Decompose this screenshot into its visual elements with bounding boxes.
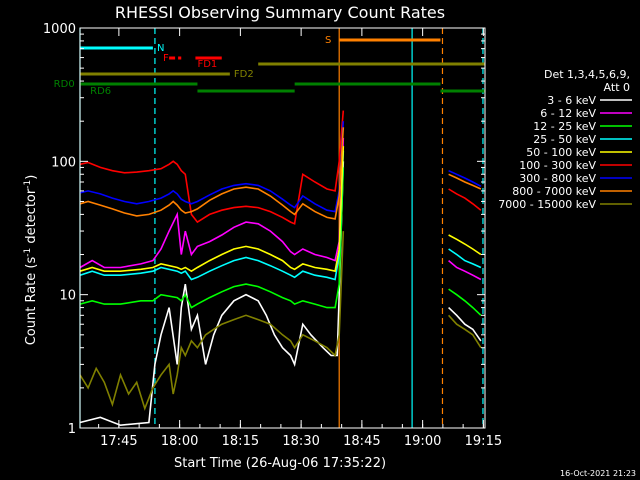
x-tick-label: 18:45 [343, 434, 380, 449]
series-line [79, 167, 345, 309]
series-line [79, 137, 345, 269]
legend-label: 300 - 800 keV [519, 172, 596, 185]
flag-label: RD0 [54, 79, 75, 90]
x-tick-label: 19:15 [465, 434, 502, 449]
x-tick-label: 18:15 [222, 434, 259, 449]
legend-label: 100 - 300 keV [519, 159, 596, 172]
legend-label: 3 - 6 keV [547, 94, 596, 107]
flag-label: FD1 [197, 59, 217, 70]
x-tick-label: 18:30 [282, 434, 319, 449]
series-tail-line [448, 234, 482, 256]
legend-header-2: Att 0 [604, 81, 630, 94]
series-line [79, 161, 345, 427]
x-tick-label: 18:00 [161, 434, 198, 449]
series-tail-line [448, 169, 482, 188]
legend-label: 6 - 12 keV [540, 107, 596, 120]
legend-label: 50 - 100 keV [526, 146, 596, 159]
series-line [79, 121, 345, 213]
series-tail-line [448, 314, 482, 349]
y-tick-label: 1000 [43, 22, 76, 37]
series-tail-line [448, 248, 482, 269]
y-axis-label: Count Rate (s-1 detector-1) [23, 175, 39, 346]
y-tick-label: 1 [68, 422, 76, 437]
chart-title: RHESSI Observing Summary Count Rates [115, 3, 445, 22]
series-tail-line [448, 188, 482, 211]
legend-header-1: Det 1,3,4,5,6,9, [544, 68, 630, 81]
flag-label: F [163, 53, 169, 64]
x-tick-label: 19:00 [404, 434, 441, 449]
series-tail-line [448, 307, 482, 342]
x-tick-label: 17:45 [100, 434, 137, 449]
series-line [79, 150, 345, 281]
legend-label: 7000 - 15000 keV [498, 198, 596, 211]
plot-frame [79, 27, 486, 429]
series-tail-line [448, 259, 482, 281]
flag-label: N [157, 43, 164, 54]
flag-label: RD6 [90, 86, 111, 97]
series-tail-line [448, 173, 482, 190]
legend-label: 12 - 25 keV [533, 120, 596, 133]
legend-label: 800 - 7000 keV [512, 185, 596, 198]
y-tick-label: 10 [59, 289, 76, 304]
series-tail-line [448, 288, 482, 316]
flag-label: FD2 [234, 69, 254, 80]
x-axis-label: Start Time (26-Aug-06 17:35:22) [174, 456, 386, 471]
series-line [79, 110, 345, 225]
legend-label: 25 - 50 keV [533, 133, 596, 146]
series-line [79, 231, 345, 411]
series-line [79, 127, 345, 220]
y-tick-label: 100 [51, 155, 76, 170]
timestamp: 16-Oct-2021 21:23 [560, 469, 636, 478]
series-line [79, 146, 345, 273]
flag-label: S [325, 35, 331, 46]
